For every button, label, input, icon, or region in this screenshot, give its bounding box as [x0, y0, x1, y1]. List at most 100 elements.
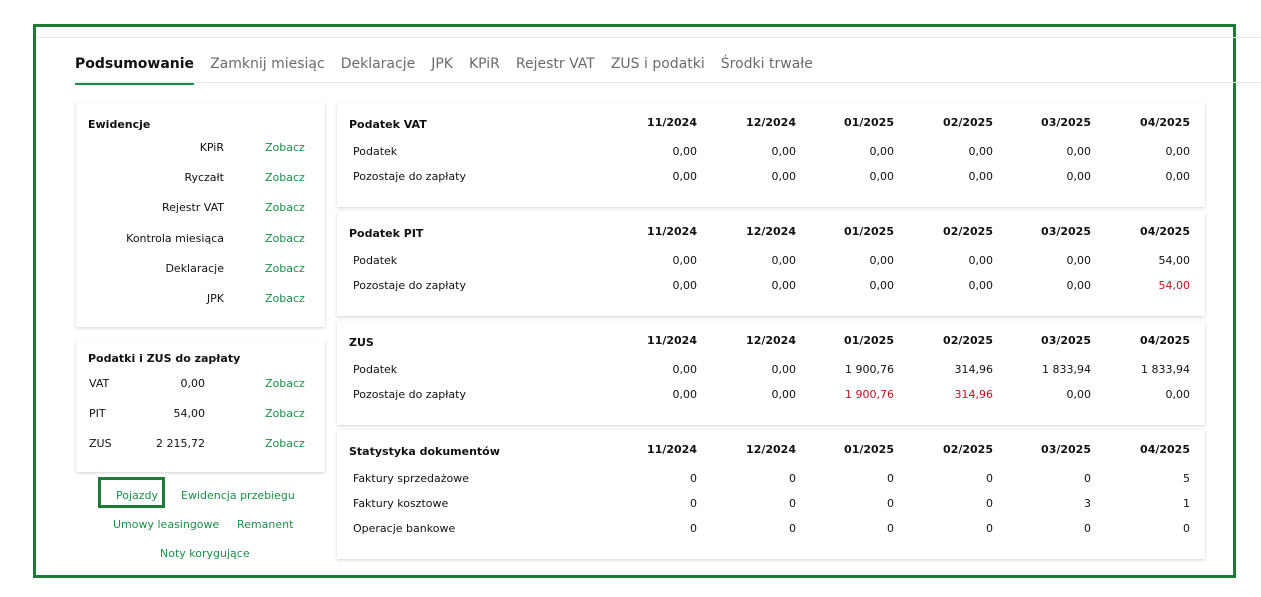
zobacz-link[interactable]: Zobacz — [265, 261, 305, 275]
cell-value: 0,00 — [1066, 170, 1092, 183]
cell-value: 0,00 — [672, 279, 698, 292]
tab-deklaracje[interactable]: Deklaracje — [340, 56, 416, 72]
zobacz-link[interactable]: Zobacz — [265, 437, 305, 450]
row-label: Faktury kosztowe — [353, 497, 449, 510]
cell-value: 0,00 — [771, 279, 797, 292]
cell-value: 0,00 — [1165, 145, 1191, 158]
month-header: 11/2024 — [647, 116, 697, 129]
cell-value: 1 900,76 — [845, 388, 894, 401]
zobacz-link[interactable]: Zobacz — [265, 201, 305, 215]
month-header: 12/2024 — [746, 225, 796, 238]
podatek-label: ZUS — [89, 437, 112, 450]
cell-value: 0,00 — [771, 254, 797, 267]
podatek-value: 2 215,72 — [156, 437, 205, 450]
tab-rejestr-vat[interactable]: Rejestr VAT — [515, 56, 595, 72]
month-header: 01/2025 — [844, 334, 894, 347]
row-label: Pozostaje do zapłaty — [353, 279, 466, 292]
umowy-leasingowe-link[interactable]: Umowy leasingowe — [113, 518, 220, 531]
podatki-card: Podatki i ZUS do zapłaty VAT 0,00 Zobacz PI… — [76, 339, 325, 472]
row-label: Pozostaje do zapłaty — [353, 388, 466, 401]
cell-value: 314,96 — [954, 363, 994, 376]
cell-value: 0,00 — [968, 170, 994, 183]
tab-zus-i-podatki[interactable]: ZUS i podatki — [610, 56, 705, 72]
ewidencje-title: Ewidencje — [88, 118, 151, 131]
cell-value: 0,00 — [672, 388, 698, 401]
month-header: 02/2025 — [943, 225, 993, 238]
cell-value: 0,00 — [1066, 279, 1092, 292]
table-title: Podatek VAT — [349, 118, 427, 131]
podatek-value: 54,00 — [173, 407, 206, 420]
summary-table-card: ZUS 11/2024 12/2024 01/2025 02/2025 03/2025 04… — [337, 321, 1205, 425]
month-header: 03/2025 — [1041, 225, 1091, 238]
cell-value: 0,00 — [771, 363, 797, 376]
top-divider — [36, 37, 1261, 38]
cell-value: 54,00 — [1158, 254, 1191, 267]
cell-value: 3 — [1084, 497, 1091, 510]
month-header: 03/2025 — [1041, 443, 1091, 456]
zobacz-link[interactable]: Zobacz — [265, 171, 305, 185]
tab-kpir[interactable]: KPiR — [468, 56, 500, 72]
cell-value: 0 — [887, 497, 894, 510]
podatek-label: PIT — [89, 407, 106, 420]
cell-value: 0 — [887, 522, 894, 535]
cell-value: 0,00 — [869, 279, 895, 292]
ewidencja-label: Deklaracje — [165, 261, 224, 275]
cell-value: 0,00 — [1066, 145, 1092, 158]
zobacz-link[interactable]: Zobacz — [265, 377, 305, 390]
cell-value: 1 900,76 — [845, 363, 894, 376]
month-header: 12/2024 — [746, 116, 796, 129]
cell-value: 0,00 — [968, 145, 994, 158]
cell-value: 0,00 — [771, 170, 797, 183]
podatek-value: 0,00 — [180, 377, 206, 390]
cell-value: 0 — [986, 472, 993, 485]
cell-value: 0,00 — [1165, 170, 1191, 183]
cell-value: 0,00 — [672, 170, 698, 183]
tab-bar: Podsumowanie Zamknij miesiąc Deklaracje … — [75, 55, 829, 85]
pojazdy-link[interactable]: Pojazdy — [116, 489, 159, 502]
month-header: 02/2025 — [943, 334, 993, 347]
zobacz-link[interactable]: Zobacz — [265, 292, 305, 305]
noty-korygujace-link[interactable]: Noty korygujące — [160, 547, 250, 560]
month-header: 11/2024 — [647, 334, 697, 347]
row-label: Podatek — [353, 145, 398, 158]
month-header: 01/2025 — [844, 443, 894, 456]
month-header: 01/2025 — [844, 116, 894, 129]
row-label: Pozostaje do zapłaty — [353, 170, 466, 183]
cell-value: 0,00 — [968, 279, 994, 292]
ewidencja-label: Ryczałt — [184, 171, 224, 185]
cell-value: 0,00 — [869, 254, 895, 267]
cell-value: 0,00 — [968, 254, 994, 267]
summary-table-card: Podatek PIT 11/2024 12/2024 01/2025 02/2025 0… — [337, 212, 1205, 316]
month-header: 02/2025 — [943, 443, 993, 456]
cell-value: 0,00 — [1165, 388, 1191, 401]
zobacz-link[interactable]: Zobacz — [265, 231, 305, 245]
cell-value: 0 — [789, 472, 796, 485]
tab-jpk[interactable]: JPK — [431, 56, 453, 72]
row-label: Podatek — [353, 254, 398, 267]
ewidencje-card: Ewidencje KPiR Zobacz Ryczałt Zobacz Rejestr… — [76, 103, 325, 327]
tab-divider — [75, 82, 1261, 83]
remanent-link[interactable]: Remanent — [237, 518, 294, 531]
cell-value: 0 — [1084, 522, 1091, 535]
highlight-frame — [33, 24, 1236, 578]
podatek-label: VAT — [89, 377, 110, 390]
month-header: 01/2025 — [844, 225, 894, 238]
cell-value: 54,00 — [1158, 279, 1191, 292]
ewidencja-label: Rejestr VAT — [161, 201, 224, 215]
month-header: 03/2025 — [1041, 116, 1091, 129]
tab-srodki-trwale[interactable]: Środki trwałe — [720, 56, 813, 72]
cell-value: 5 — [1183, 472, 1190, 485]
cell-value: 0 — [1084, 472, 1091, 485]
cell-value: 1 833,94 — [1141, 363, 1190, 376]
zobacz-link[interactable]: Zobacz — [265, 407, 305, 420]
month-header: 11/2024 — [647, 225, 697, 238]
month-header: 04/2025 — [1140, 225, 1190, 238]
ewidencja-przebiegu-link[interactable]: Ewidencja przebiegu — [181, 489, 295, 502]
tab-podsumowanie[interactable]: Podsumowanie — [75, 55, 195, 85]
tab-zamknij-miesiac[interactable]: Zamknij miesiąc — [210, 56, 325, 72]
cell-value: 0,00 — [672, 254, 698, 267]
zobacz-link[interactable]: Zobacz — [265, 141, 305, 154]
cell-value: 0 — [1183, 522, 1190, 535]
month-header: 12/2024 — [746, 443, 796, 456]
month-header: 12/2024 — [746, 334, 796, 347]
